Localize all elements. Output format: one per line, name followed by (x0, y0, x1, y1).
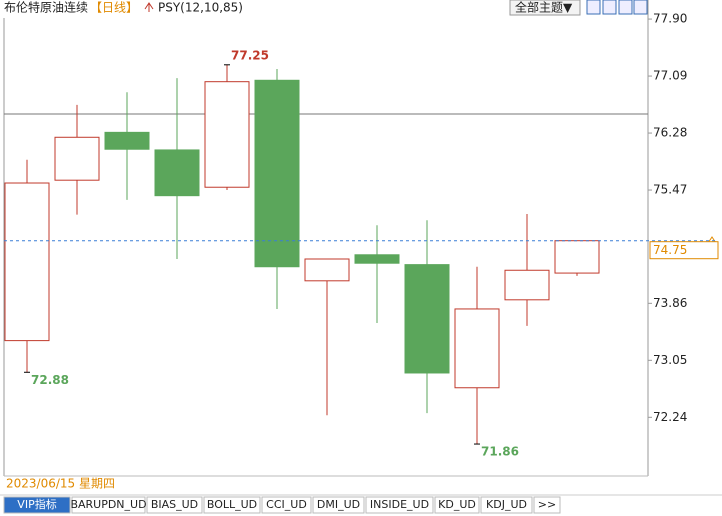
extreme-label: 72.88 (31, 373, 69, 387)
tab[interactable] (3, 496, 71, 514)
tab[interactable] (434, 496, 480, 514)
last-price-box (649, 241, 719, 260)
theme-button[interactable] (509, 0, 581, 16)
tab[interactable] (71, 496, 146, 514)
y-tick-label: 77.09 (653, 69, 687, 83)
tab-label[interactable]: KDJ_UD (486, 498, 527, 511)
tab[interactable] (146, 496, 203, 514)
tab-label[interactable]: BIAS_UD (151, 498, 198, 511)
instrument-title: 布伦特原油连续 (4, 0, 88, 15)
candle-body (54, 136, 100, 181)
extreme-label: 77.25 (231, 48, 269, 62)
tab[interactable] (203, 496, 261, 514)
candle-body (554, 240, 600, 274)
tab[interactable] (261, 496, 312, 514)
y-tick-label: 77.90 (653, 12, 687, 26)
tab-label[interactable]: CCI_UD (266, 498, 307, 511)
tab-label[interactable]: BOLL_UD (207, 498, 257, 511)
tab[interactable] (533, 496, 561, 514)
y-tick-label: 73.86 (653, 296, 687, 310)
tab-label[interactable]: VIP指标 (17, 497, 56, 511)
tab-label[interactable]: INSIDE_UD (370, 498, 429, 511)
candle-body (4, 182, 50, 342)
candle-body (254, 79, 300, 268)
tool-icon[interactable] (633, 0, 648, 15)
tab-label[interactable]: KD_UD (438, 498, 476, 511)
candle-body (304, 258, 350, 282)
indicator-name: PSY(12,10,85) (158, 1, 243, 15)
extreme-label: 71.86 (481, 445, 519, 459)
candle-body (404, 264, 450, 374)
candle-body (454, 308, 500, 389)
tab[interactable] (312, 496, 365, 514)
y-tick-label: 72.24 (653, 410, 687, 424)
tool-icon[interactable] (586, 0, 601, 15)
tab-label[interactable]: BARUPDN_UD (70, 498, 146, 511)
tab[interactable] (365, 496, 434, 514)
candle-body (504, 269, 550, 301)
tab-label[interactable]: DMI_UD (317, 498, 360, 511)
y-tick-label: 76.28 (653, 126, 687, 140)
theme-button-label[interactable]: 全部主题▼ (515, 0, 573, 15)
y-tick-label: 73.05 (653, 353, 687, 367)
candle-body (354, 254, 400, 264)
candle-body (104, 131, 150, 150)
period: 【日线】 (90, 1, 138, 15)
candle-body (154, 149, 200, 197)
tool-icon[interactable] (618, 0, 633, 15)
tab-label[interactable]: >> (538, 498, 556, 511)
y-tick-label: 75.47 (653, 183, 687, 197)
last-price-label: 74.75 (653, 243, 687, 257)
cursor-date: 2023/06/15 星期四 (6, 477, 115, 491)
tool-icon[interactable] (602, 0, 617, 15)
indicator-icon (144, 2, 154, 12)
tab[interactable] (480, 496, 533, 514)
candle-body (204, 81, 250, 188)
